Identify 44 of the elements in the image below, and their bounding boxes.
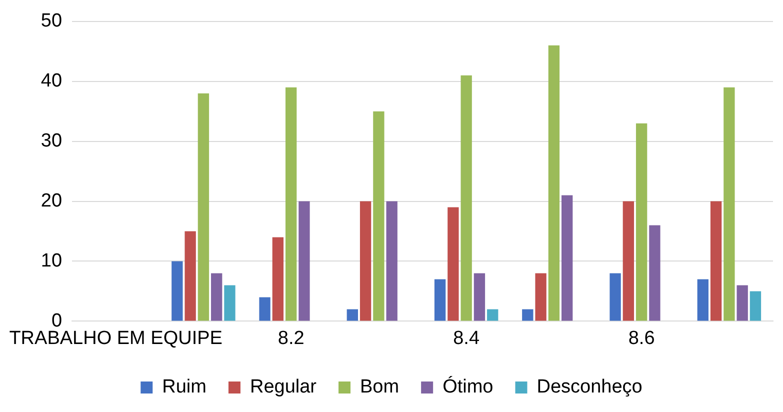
bar bbox=[636, 123, 648, 321]
legend-label: Bom bbox=[360, 376, 400, 398]
y-tick-label: 10 bbox=[40, 250, 62, 272]
bar bbox=[724, 87, 735, 321]
bar bbox=[610, 273, 621, 321]
bar bbox=[710, 201, 722, 321]
bar bbox=[474, 273, 486, 321]
x-tick-label: 8.6 bbox=[628, 328, 655, 349]
bar bbox=[750, 291, 762, 321]
bar bbox=[487, 309, 498, 321]
bar bbox=[448, 207, 459, 321]
bar bbox=[522, 309, 534, 321]
bar bbox=[548, 45, 560, 321]
x-tick-label: 8.4 bbox=[453, 328, 480, 349]
bar bbox=[562, 195, 573, 321]
y-tick-label: 30 bbox=[40, 130, 62, 152]
bar bbox=[736, 285, 748, 321]
bar bbox=[346, 309, 358, 321]
bar bbox=[272, 237, 284, 321]
legend-label: Desconheço bbox=[536, 376, 642, 398]
bar bbox=[460, 75, 472, 321]
bar bbox=[198, 93, 210, 321]
bar bbox=[373, 111, 384, 321]
bar bbox=[172, 261, 183, 321]
legend-label: Ótimo bbox=[442, 376, 494, 398]
y-tick-label: 50 bbox=[40, 10, 62, 32]
y-tick-label: 20 bbox=[40, 190, 62, 212]
bar bbox=[434, 279, 446, 321]
bar bbox=[535, 273, 546, 321]
bar bbox=[298, 201, 310, 321]
bar bbox=[211, 273, 222, 321]
legend-label: Ruim bbox=[162, 376, 206, 398]
bar bbox=[649, 225, 660, 321]
y-tick-label: 40 bbox=[40, 70, 62, 92]
x-tick-label: 8.2 bbox=[278, 328, 304, 349]
bar bbox=[285, 87, 297, 321]
bar bbox=[386, 201, 398, 321]
bar bbox=[622, 201, 634, 321]
legend-label: Regular bbox=[250, 376, 318, 398]
bar bbox=[259, 297, 270, 321]
bar bbox=[184, 231, 196, 321]
bar bbox=[697, 279, 708, 321]
bar bbox=[224, 285, 236, 321]
bar bbox=[360, 201, 372, 321]
